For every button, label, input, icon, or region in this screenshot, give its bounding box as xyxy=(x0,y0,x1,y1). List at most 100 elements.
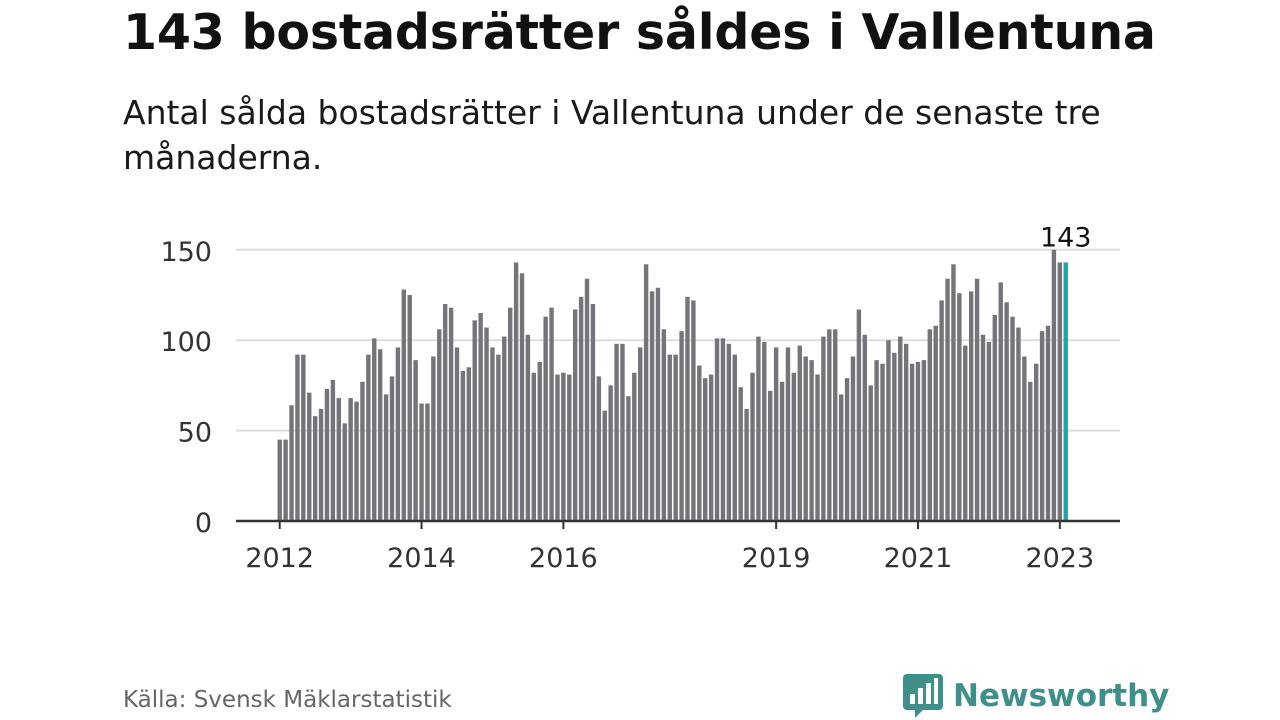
bar xyxy=(892,352,897,521)
x-tick-label: 2016 xyxy=(529,543,598,574)
bar xyxy=(377,349,383,521)
bar xyxy=(980,334,986,521)
bar xyxy=(791,372,797,521)
bar xyxy=(803,356,808,521)
bar xyxy=(478,313,483,521)
bar xyxy=(366,354,371,521)
bar xyxy=(525,334,531,521)
bar xyxy=(992,314,998,521)
bar xyxy=(768,390,773,521)
bar xyxy=(318,408,324,521)
bar xyxy=(620,343,625,521)
bar xyxy=(277,439,282,521)
bar xyxy=(348,398,353,521)
bar xyxy=(903,343,909,521)
y-tick-label: 0 xyxy=(195,508,212,539)
bar xyxy=(968,291,974,521)
bar xyxy=(667,354,672,521)
bar xyxy=(425,403,430,521)
bar xyxy=(1022,356,1027,521)
bar xyxy=(632,372,637,521)
bar xyxy=(939,300,944,521)
brand-name: Newsworthy xyxy=(953,678,1170,714)
bar xyxy=(1028,381,1033,521)
bar xyxy=(454,347,460,521)
bar xyxy=(561,372,566,521)
bar xyxy=(673,354,678,521)
bar xyxy=(750,372,755,521)
bar xyxy=(679,331,684,521)
bar xyxy=(708,374,714,521)
chart-title: 143 bostadsrätter såldes i Vallentuna xyxy=(123,4,1156,61)
x-tick-label: 2014 xyxy=(387,543,456,574)
bar xyxy=(567,374,572,521)
y-tick-label: 150 xyxy=(160,237,212,268)
source-note: Källa: Svensk Mäklarstatistik xyxy=(123,687,452,713)
bar xyxy=(419,403,424,521)
bar xyxy=(827,329,832,521)
bar xyxy=(407,295,412,521)
bar xyxy=(809,360,814,521)
bar xyxy=(963,345,968,521)
bar xyxy=(756,336,761,521)
bar xyxy=(886,340,891,521)
bar xyxy=(590,304,596,521)
bar xyxy=(437,329,442,521)
bar xyxy=(342,423,347,521)
bar xyxy=(490,347,495,521)
bar xyxy=(336,398,341,521)
bar xyxy=(513,262,519,521)
bar xyxy=(1016,327,1021,521)
bar xyxy=(762,342,767,521)
bar xyxy=(602,410,607,521)
value-annotation: 143 xyxy=(1040,222,1092,253)
bar xyxy=(1010,316,1015,521)
bar xyxy=(697,365,702,521)
bar xyxy=(472,320,477,521)
bar xyxy=(1033,363,1039,521)
bar xyxy=(578,296,584,521)
bar xyxy=(945,278,950,521)
bar xyxy=(507,307,513,521)
bar xyxy=(691,300,696,521)
bar xyxy=(643,264,649,521)
bar xyxy=(584,278,590,521)
bar xyxy=(448,307,454,521)
x-tick-label: 2019 xyxy=(742,543,811,574)
bar xyxy=(431,356,436,521)
bar xyxy=(898,336,903,521)
bar xyxy=(815,374,820,521)
bar xyxy=(413,360,418,521)
bar xyxy=(915,361,921,521)
bar xyxy=(951,264,956,521)
bar xyxy=(868,385,873,521)
y-tick-label: 100 xyxy=(160,327,212,358)
bar xyxy=(395,347,401,521)
bar xyxy=(1063,262,1068,521)
bar xyxy=(850,356,856,521)
bar xyxy=(466,367,472,521)
bar xyxy=(289,405,294,521)
y-tick-label: 50 xyxy=(178,418,212,449)
bar xyxy=(661,329,667,521)
bar xyxy=(519,273,525,521)
bar xyxy=(1039,331,1045,521)
bar xyxy=(330,379,336,521)
bar xyxy=(301,354,306,521)
bar xyxy=(685,296,690,521)
bar xyxy=(738,387,743,521)
bar xyxy=(401,289,407,521)
bar xyxy=(779,381,785,521)
bar xyxy=(874,360,879,521)
bar xyxy=(974,278,980,521)
bar xyxy=(821,336,826,521)
bar xyxy=(909,363,915,521)
brand-logo[interactable]: Newsworthy xyxy=(901,672,1169,720)
x-tick-label: 2021 xyxy=(884,543,953,574)
bar xyxy=(531,372,537,521)
bar xyxy=(726,343,732,521)
bar xyxy=(797,345,802,521)
bar xyxy=(614,343,619,521)
bar xyxy=(383,394,389,521)
bar xyxy=(649,291,655,521)
